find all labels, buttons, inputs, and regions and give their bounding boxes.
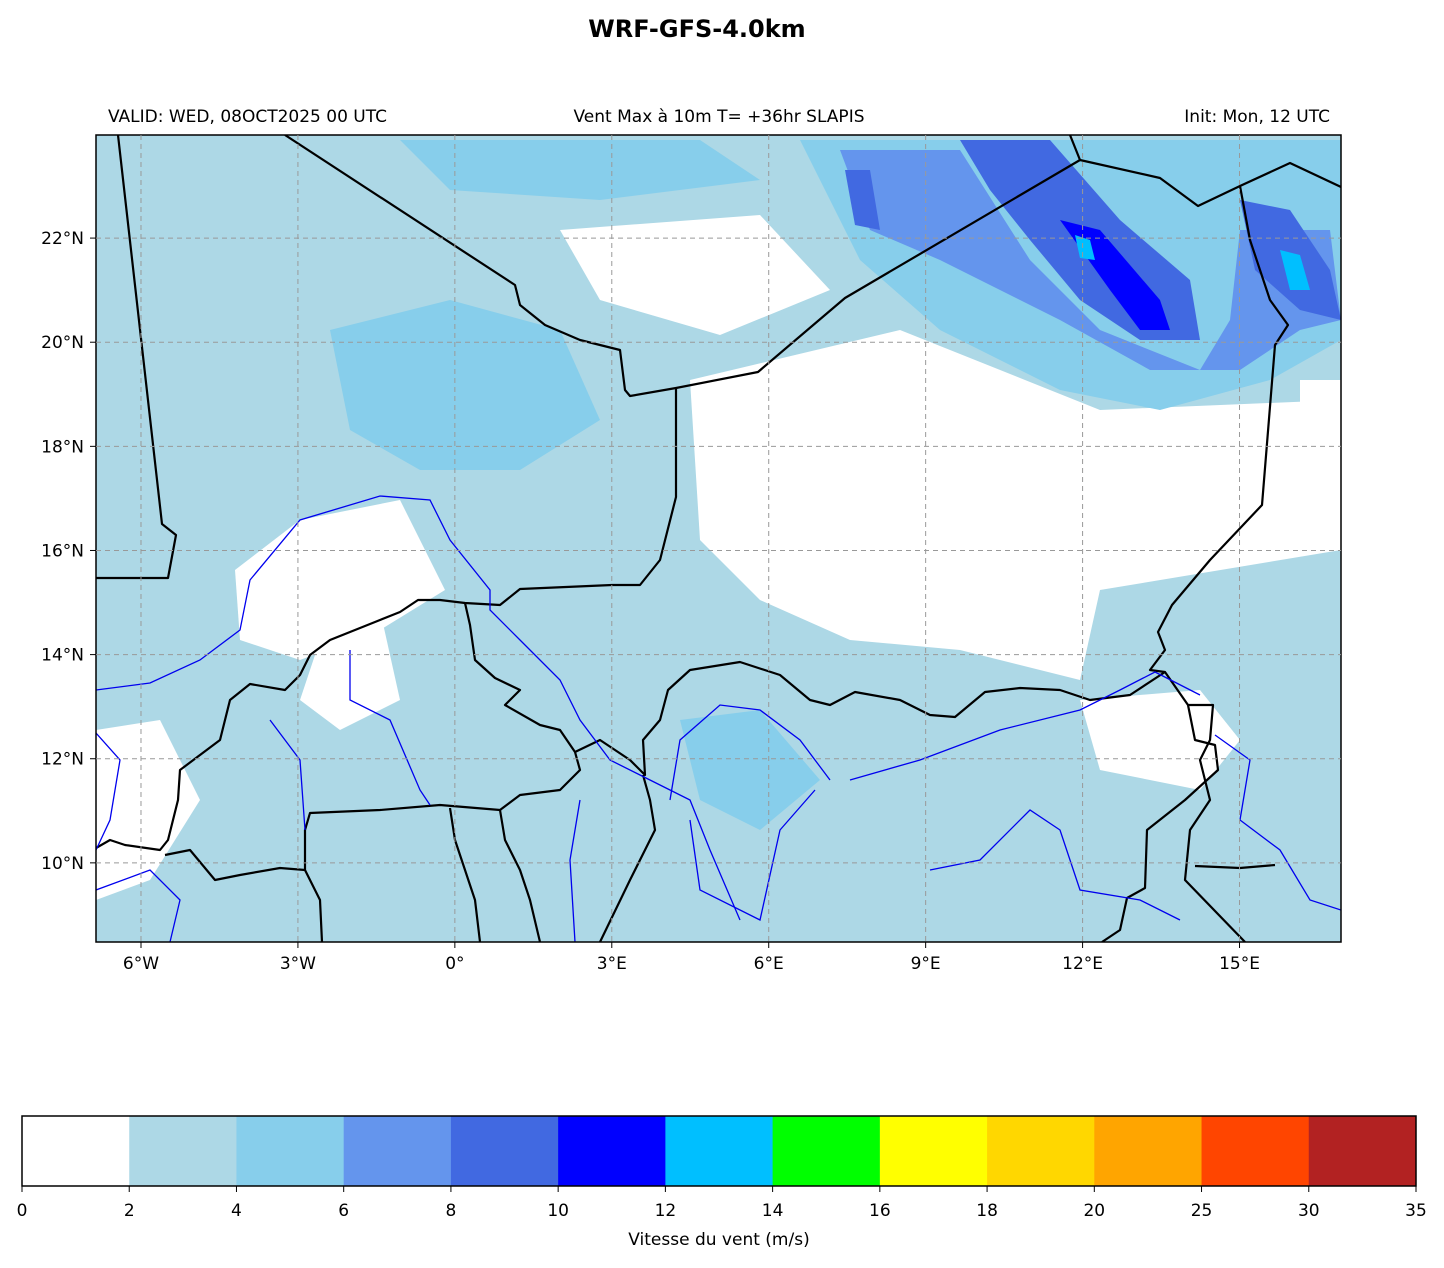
colorbar-frame xyxy=(21,1115,1417,1187)
x-tick-label: 0° xyxy=(445,954,464,974)
y-tick-label: 16°N xyxy=(41,541,84,561)
river xyxy=(929,809,1181,921)
map-frame xyxy=(95,134,1342,943)
y-tick-label: 20°N xyxy=(41,333,84,353)
colorbar-bin xyxy=(1201,1116,1310,1186)
colorbar-bin xyxy=(450,1116,559,1186)
calm-area xyxy=(1300,380,1341,480)
y-tick-label: 14°N xyxy=(41,646,84,666)
x-tick-label: 12°E xyxy=(1062,954,1103,974)
colorbar-tick-label: 4 xyxy=(231,1201,242,1221)
colorbar-tick-label: 6 xyxy=(338,1201,349,1221)
colorbar-bin xyxy=(1094,1116,1203,1186)
colorbar-tick-label: 16 xyxy=(869,1201,891,1221)
colorbar-bin xyxy=(129,1116,237,1186)
border xyxy=(96,388,678,852)
strong-wind-area xyxy=(845,170,880,230)
river xyxy=(96,495,741,921)
calm-area xyxy=(235,500,445,660)
colorbar-tick-label: 18 xyxy=(976,1201,998,1221)
subtitle-center: Vent Max à 10m T= +36hr SLAPIS xyxy=(574,107,865,127)
river xyxy=(1214,734,1341,911)
calm-area xyxy=(560,215,830,335)
border xyxy=(1079,158,1341,208)
colorbar-tick-label: 25 xyxy=(1191,1201,1213,1221)
border xyxy=(303,602,582,942)
y-tick-label: 18°N xyxy=(41,437,84,457)
subtitle-right: Init: Mon, 12 UTC xyxy=(1184,107,1330,127)
calm-area xyxy=(1080,690,1240,790)
subtitle-left: VALID: WED, 08OCT2025 00 UTC xyxy=(108,107,387,127)
colorbar-tick-label: 35 xyxy=(1405,1201,1427,1221)
colorbar-tick-label: 14 xyxy=(762,1201,784,1221)
colorbar-tick-label: 8 xyxy=(446,1201,457,1221)
x-tick-label: 3°E xyxy=(597,954,627,974)
border xyxy=(164,848,306,882)
calm-area xyxy=(690,330,1341,680)
x-tick-label: 6°E xyxy=(754,954,784,974)
y-tick-label: 12°N xyxy=(41,750,84,770)
map-field xyxy=(96,135,1341,942)
map-axes: 6°W 3°W 0° 3°E 6°E 9°E 12°E 15°E 10°N 12°N 14°N 16°… xyxy=(41,135,1341,974)
colorbar-tick-label: 20 xyxy=(1083,1201,1105,1221)
colorbar-bin xyxy=(236,1116,345,1186)
border xyxy=(448,807,482,942)
y-tick-label: 22°N xyxy=(41,229,84,249)
river xyxy=(669,704,831,801)
calm-area xyxy=(96,720,200,900)
colorbar-tick-label: 12 xyxy=(655,1201,677,1221)
colorbar-bin xyxy=(879,1116,988,1186)
colorbar-bin xyxy=(665,1116,774,1186)
border xyxy=(284,135,1082,398)
river xyxy=(96,732,181,942)
x-tick-label: 15°E xyxy=(1219,954,1260,974)
colorbar-bin xyxy=(987,1116,1095,1186)
border xyxy=(599,774,657,942)
y-tick-label: 10°N xyxy=(41,854,84,874)
border xyxy=(574,660,1166,777)
colorbar: 0 2 4 6 8 10 12 14 16 18 20 25 30 35 xyxy=(17,1115,1427,1221)
colorbar-tick-label: 10 xyxy=(547,1201,569,1221)
x-tick-label: 3°W xyxy=(280,954,316,974)
windy-area xyxy=(840,150,1341,370)
colorbar-bin xyxy=(558,1116,666,1186)
colorbar-bin xyxy=(22,1116,130,1186)
colorbar-label: Vitesse du vent (m/s) xyxy=(628,1230,809,1250)
colorbar-bin xyxy=(1308,1116,1417,1186)
border xyxy=(96,135,178,580)
border xyxy=(1101,185,1290,942)
colorbar-bin xyxy=(772,1116,881,1186)
breezy-area xyxy=(680,710,820,830)
x-tick-label: 9°E xyxy=(911,954,941,974)
river xyxy=(569,789,816,942)
colorbar-bin xyxy=(343,1116,452,1186)
x-tick-label: 6°W xyxy=(123,954,159,974)
border xyxy=(498,809,542,942)
colorbar-tick-label: 0 xyxy=(17,1201,28,1221)
title: WRF-GFS-4.0km xyxy=(588,15,805,43)
breezy-area xyxy=(400,140,760,200)
river xyxy=(849,671,1201,781)
colorbar-tick-label: 30 xyxy=(1298,1201,1320,1221)
colorbar-tick-label: 2 xyxy=(124,1201,135,1221)
river xyxy=(269,650,431,831)
